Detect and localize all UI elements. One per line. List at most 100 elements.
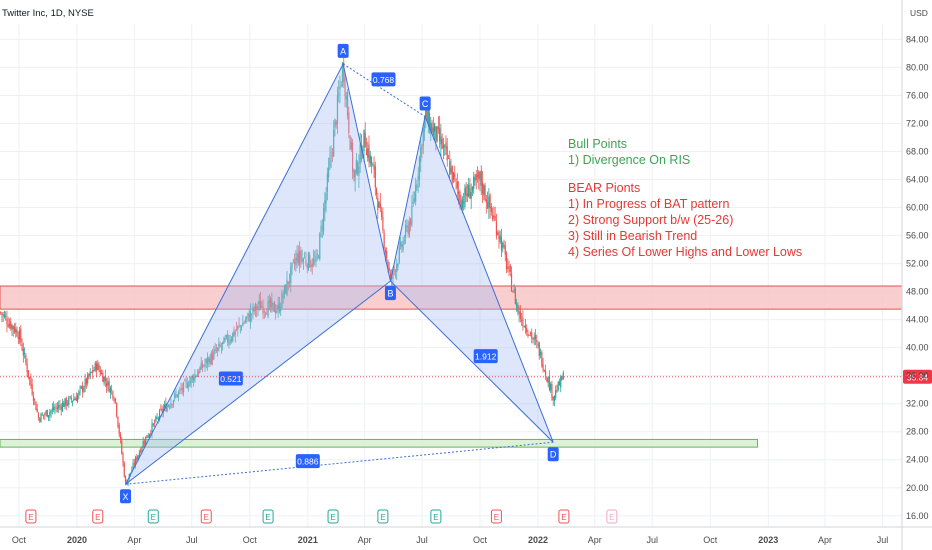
candle-body xyxy=(82,385,84,392)
earnings-event-icon[interactable]: E xyxy=(430,509,442,524)
candle-body xyxy=(104,376,106,382)
pattern-point-c[interactable]: C xyxy=(419,96,431,111)
candle-body xyxy=(6,318,8,325)
candle-body xyxy=(457,191,460,194)
candle-body xyxy=(59,405,61,407)
candle-body xyxy=(193,376,195,381)
candle-body xyxy=(500,236,503,251)
y-tick-label: 60.00 xyxy=(906,203,929,213)
candle-body xyxy=(551,383,553,398)
candle-body xyxy=(321,227,323,229)
candle-body xyxy=(300,250,302,260)
candle-body xyxy=(41,414,43,416)
candle-body xyxy=(428,113,431,133)
pattern-point-x[interactable]: X xyxy=(120,489,132,504)
candle-body xyxy=(35,401,37,411)
candle-body xyxy=(449,161,451,175)
ratio-label[interactable]: 0.768 xyxy=(371,72,396,87)
candle-body xyxy=(311,263,313,267)
pattern-point-badge xyxy=(120,489,132,504)
candle-body xyxy=(124,476,127,483)
candle-body xyxy=(427,110,429,126)
candle-body xyxy=(299,250,301,266)
earnings-event-icon[interactable]: E xyxy=(147,509,159,524)
candle-body xyxy=(176,394,178,398)
earnings-event-icon[interactable]: E xyxy=(606,509,618,524)
candle-body xyxy=(531,332,533,339)
x-tick-label: Jul xyxy=(646,535,658,545)
candle-body xyxy=(431,123,433,133)
candle-body xyxy=(243,322,245,324)
candle-body xyxy=(205,359,207,363)
candle-body xyxy=(235,329,238,331)
y-tick-label: 40.00 xyxy=(906,343,929,353)
pattern-point-b[interactable]: B xyxy=(384,286,396,301)
candle-body xyxy=(350,142,352,150)
earnings-event-icon[interactable]: E xyxy=(490,509,502,524)
candle-body xyxy=(398,246,400,263)
candle-body xyxy=(325,192,327,204)
candle-body xyxy=(541,352,543,366)
earnings-event-icon[interactable]: E xyxy=(25,509,37,524)
candle-body xyxy=(58,405,60,409)
candle-body xyxy=(285,284,287,294)
candle-body xyxy=(259,300,262,310)
candle-body xyxy=(288,281,291,283)
candle-body xyxy=(305,259,307,264)
candle-body xyxy=(432,127,434,136)
candle-body xyxy=(146,434,148,438)
y-tick-label: 56.00 xyxy=(906,231,929,241)
candle-body xyxy=(254,303,257,311)
candle-body xyxy=(396,263,398,273)
candle-body xyxy=(558,381,561,386)
candle-body xyxy=(365,149,368,156)
candle-body xyxy=(65,397,67,406)
candle-body xyxy=(504,244,506,255)
pattern-point-badge xyxy=(337,43,349,58)
candle-body xyxy=(222,341,224,345)
candle-body xyxy=(132,462,134,469)
pattern-point-d[interactable]: D xyxy=(547,447,559,462)
candle-body xyxy=(534,335,537,340)
candle-body xyxy=(234,331,236,335)
earnings-event-icon[interactable]: E xyxy=(262,509,274,524)
candle-body xyxy=(73,398,75,401)
earnings-event-icon[interactable]: E xyxy=(377,509,389,524)
earnings-event-icon[interactable]: E xyxy=(200,509,212,524)
pattern-triangle-bcd xyxy=(389,114,554,443)
candle-body xyxy=(180,388,182,390)
candle-body xyxy=(386,251,388,259)
y-tick-label: 76.00 xyxy=(906,90,929,100)
ratio-label[interactable]: 0.886 xyxy=(295,454,320,469)
candle-body xyxy=(276,311,278,312)
candle-body xyxy=(214,348,216,352)
candle-body xyxy=(497,232,499,235)
bear-item: 2) Strong Support b/w (25-26) xyxy=(568,213,733,227)
bat-pattern[interactable]: X A B C D 0.768 0.521 1.912 0.886 xyxy=(120,43,559,504)
candle-body xyxy=(468,184,470,197)
candle-body xyxy=(145,436,147,445)
candle-body xyxy=(169,406,171,407)
pattern-point-a[interactable]: A xyxy=(337,43,349,58)
candle-body xyxy=(13,327,16,333)
candle-body xyxy=(155,416,157,422)
candle-body xyxy=(42,414,45,416)
candle-body xyxy=(224,338,226,340)
earnings-event-icon[interactable]: E xyxy=(558,509,570,524)
candle-body xyxy=(147,436,149,438)
candle-body xyxy=(483,184,485,196)
candle-body xyxy=(8,323,11,327)
candle-body xyxy=(181,387,183,391)
ratio-label[interactable]: 1.912 xyxy=(473,349,498,364)
candle-body xyxy=(253,308,255,312)
earnings-event-icon[interactable]: E xyxy=(92,509,104,524)
candle-body xyxy=(381,211,383,217)
ratio-label[interactable]: 0.521 xyxy=(218,371,243,386)
candle-body xyxy=(112,391,114,399)
candle-body xyxy=(80,386,82,388)
earnings-event-icon[interactable]: E xyxy=(327,509,339,524)
pattern-point-badge xyxy=(419,96,431,111)
